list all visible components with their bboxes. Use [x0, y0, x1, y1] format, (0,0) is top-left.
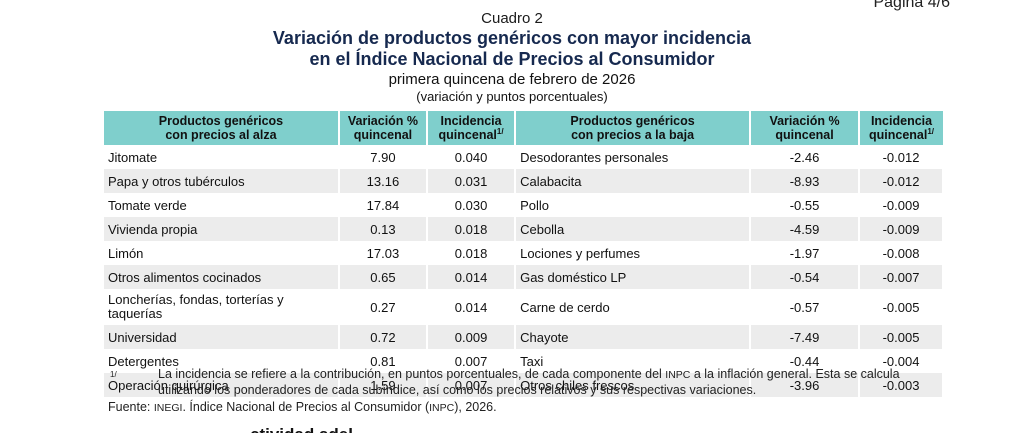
down-incidence-value: -0.007 [859, 265, 944, 289]
up-product-name: Operación quirúrgica [104, 373, 340, 397]
header-up-incidence: Incidencia quincenal1/ [427, 111, 517, 145]
header-down-variation: Variación % quincenal [750, 111, 861, 145]
down-incidence-value: -0.005 [859, 289, 944, 325]
down-incidence-value: -0.009 [859, 217, 944, 241]
table-row: Vivienda propia 0.13 0.018 Cebolla -4.59… [104, 217, 944, 241]
source-line: Fuente: INEGI. Índice Nacional de Precio… [108, 400, 497, 414]
up-product-name: Jitomate [104, 145, 340, 169]
header-up-variation: Variación % quincenal [338, 111, 429, 145]
down-product-name: Cebolla [515, 217, 751, 241]
table-row: Papa y otros tubérculos 13.16 0.031 Cala… [104, 169, 944, 193]
up-variation-value: 0.13 [338, 217, 429, 241]
down-product-name: Chayote [515, 325, 751, 349]
down-incidence-value: -0.003 [859, 373, 944, 397]
down-variation-value: -8.93 [750, 169, 861, 193]
down-product-name: Calabacita [515, 169, 751, 193]
down-variation-value: -0.54 [750, 265, 861, 289]
table-row: Tomate verde 17.84 0.030 Pollo -0.55 -0.… [104, 193, 944, 217]
down-variation-value: -2.46 [750, 145, 861, 169]
incidence-table: Productos genéricos con precios al alza V… [104, 111, 944, 397]
up-variation-value: 17.84 [338, 193, 429, 217]
inpc-abbreviation: INPC [665, 369, 691, 381]
table-number: Cuadro 2 [481, 10, 543, 27]
down-incidence-value: -0.004 [859, 349, 944, 373]
up-incidence-value: 0.014 [427, 289, 517, 325]
up-product-name: Otros alimentos cocinados [104, 265, 340, 289]
up-incidence-value: 0.018 [427, 217, 517, 241]
table-row: Operación quirúrgica 1.59 0.007 Otros ch… [104, 373, 944, 397]
up-variation-value: 0.65 [338, 265, 429, 289]
up-product-name: Papa y otros tubérculos [104, 169, 340, 193]
down-product-name: Pollo [515, 193, 751, 217]
header-down-incidence: Incidencia quincenal1/ [859, 111, 943, 145]
up-variation-value: 7.90 [338, 145, 429, 169]
up-incidence-value: 0.018 [427, 241, 517, 265]
table-title-line-2: en el Índice Nacional de Precios al Cons… [309, 49, 715, 69]
table-header-block: Cuadro 2 Variación de productos genérico… [0, 10, 1024, 104]
down-incidence-value: -0.012 [859, 145, 944, 169]
header-up-products: Productos genéricos con precios al alza [104, 111, 340, 145]
up-variation-value: 0.72 [338, 325, 429, 349]
down-product-name: Desodorantes personales [515, 145, 751, 169]
table-header-row: Productos genéricos con precios al alza V… [104, 111, 943, 145]
up-incidence-value: 0.031 [427, 169, 517, 193]
table-row: Otros alimentos cocinados 0.65 0.014 Gas… [104, 265, 944, 289]
up-incidence-value: 0.007 [427, 373, 517, 397]
down-variation-value: -0.57 [750, 289, 861, 325]
down-variation-value: -3.96 [750, 373, 861, 397]
table-title: Variación de productos genéricos con may… [0, 28, 1024, 70]
footnote-text: La incidencia se refiere a la contribuci… [158, 367, 900, 397]
up-variation-value: 13.16 [338, 169, 429, 193]
table-row: Limón 17.03 0.018 Lociones y perfumes -1… [104, 241, 944, 265]
down-incidence-value: -0.005 [859, 325, 944, 349]
footnote: 1/ La incidencia se refiere a la contrib… [108, 367, 948, 398]
down-variation-value: -1.97 [750, 241, 861, 265]
table-units: (variación y puntos porcentuales) [416, 89, 608, 104]
table-row: Detergentes 0.81 0.007 Taxi -0.44 -0.004 [104, 349, 944, 373]
table-title-line-1: Variación de productos genéricos con may… [272, 28, 752, 48]
down-variation-value: -4.59 [750, 217, 861, 241]
up-incidence-value: 0.040 [427, 145, 517, 169]
down-incidence-value: -0.012 [859, 169, 944, 193]
up-incidence-value: 0.009 [427, 325, 517, 349]
up-product-name: Loncherías, fondas, torterías y taquería… [104, 289, 340, 325]
down-variation-value: -7.49 [750, 325, 861, 349]
up-variation-value: 17.03 [338, 241, 429, 265]
up-product-name: Limón [104, 241, 340, 265]
up-product-name: Vivienda propia [104, 217, 340, 241]
up-product-name: Detergentes [104, 349, 340, 373]
header-down-products: Productos genéricos con precios a la baja [515, 111, 751, 145]
up-variation-value: 0.81 [338, 349, 429, 373]
up-incidence-value: 0.007 [427, 349, 517, 373]
source-abbr: INPC [429, 402, 455, 414]
up-variation-value: 0.27 [338, 289, 429, 325]
table-subtitle: primera quincena de febrero de 2026 [388, 71, 636, 88]
down-product-name: Taxi [515, 349, 751, 373]
up-product-name: Tomate verde [104, 193, 340, 217]
down-product-name: Carne de cerdo [515, 289, 751, 325]
source-org: INEGI [153, 402, 183, 414]
table-row: Universidad 0.72 0.009 Chayote -7.49 -0.… [104, 325, 944, 349]
up-variation-value: 1.59 [338, 373, 429, 397]
up-product-name: Universidad [104, 325, 340, 349]
down-incidence-value: -0.009 [859, 193, 944, 217]
up-incidence-value: 0.030 [427, 193, 517, 217]
down-product-name: Gas doméstico LP [515, 265, 751, 289]
footnote-mark: 1/ [110, 370, 117, 379]
table-row: Jitomate 7.90 0.040 Desodorantes persona… [104, 145, 944, 169]
down-product-name: Otros chiles frescos [515, 373, 751, 397]
down-variation-value: -0.44 [750, 349, 861, 373]
down-variation-value: -0.55 [750, 193, 861, 217]
down-incidence-value: -0.008 [859, 241, 944, 265]
up-incidence-value: 0.014 [427, 265, 517, 289]
page-number: Página 4/6 [873, 0, 950, 11]
down-product-name: Lociones y perfumes [515, 241, 751, 265]
table-row: Loncherías, fondas, torterías y taquería… [104, 289, 944, 325]
next-section-heading: ctividad adel [250, 424, 353, 433]
